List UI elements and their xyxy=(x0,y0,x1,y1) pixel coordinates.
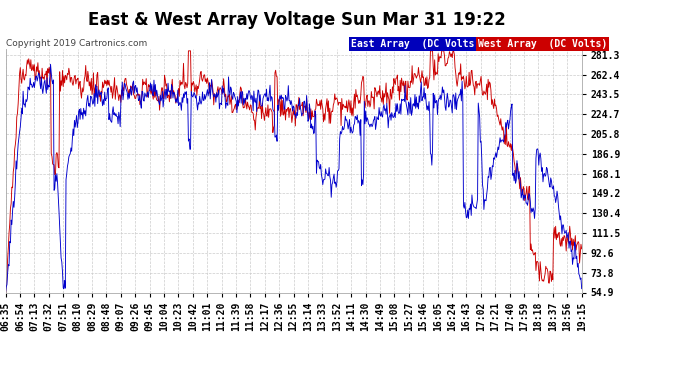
Text: East Array  (DC Volts): East Array (DC Volts) xyxy=(351,39,480,50)
Text: East & West Array Voltage Sun Mar 31 19:22: East & West Array Voltage Sun Mar 31 19:… xyxy=(88,11,506,29)
Text: West Array  (DC Volts): West Array (DC Volts) xyxy=(478,39,607,50)
Text: Copyright 2019 Cartronics.com: Copyright 2019 Cartronics.com xyxy=(6,39,147,48)
